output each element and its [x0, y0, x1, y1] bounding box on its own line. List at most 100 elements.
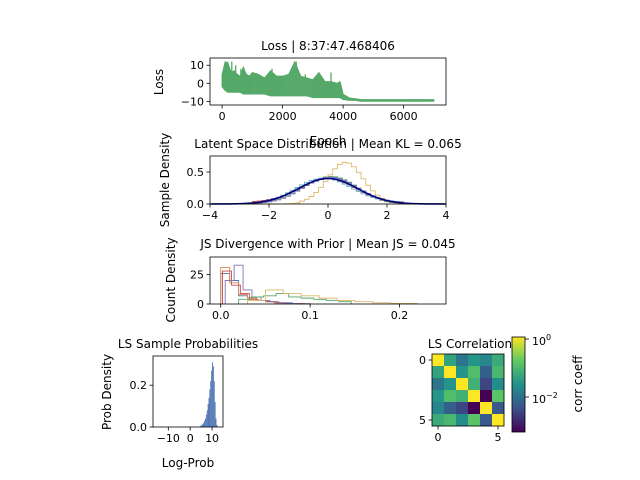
- corr-cell: [480, 354, 493, 367]
- logprob-y-tick-label: 0.0: [130, 421, 148, 434]
- latent-x-tick-label: −4: [202, 209, 218, 222]
- corr-cell: [480, 366, 493, 379]
- corr-axes-frame: [431, 353, 505, 427]
- loss-x-ticks: 0 2000 4000 6000: [219, 105, 418, 123]
- logprob-bar: [202, 423, 204, 427]
- corr-cell: [456, 414, 469, 427]
- logprob-bar: [210, 381, 212, 427]
- colorbar-tick-top-base: 10: [532, 335, 546, 348]
- corr-y-tick-label: 5: [419, 414, 426, 427]
- logprob-bar: [204, 420, 206, 427]
- latent-title: Latent Space Distribution | Mean KL = 0.…: [194, 137, 461, 151]
- logprob-bar: [205, 418, 206, 427]
- corr-cell: [444, 402, 457, 415]
- loss-x-tick-label: 4000: [329, 110, 357, 123]
- js-x-tick-label: 0.1: [301, 309, 319, 322]
- corr-cell: [444, 366, 457, 379]
- logprob-bar: [212, 366, 214, 427]
- corr-cell: [432, 366, 445, 379]
- logprob-bar: [214, 401, 216, 427]
- corr-cell: [432, 354, 445, 367]
- logprob-x-label: Log-Prob: [162, 456, 214, 470]
- js-x-tick-label: 0.0: [212, 309, 230, 322]
- logprob-bar: [205, 414, 207, 427]
- logprob-bar: [209, 389, 211, 427]
- logprob-bar: [212, 362, 213, 427]
- colorbar-tick-top-exponent: 0: [546, 333, 551, 342]
- logprob-axes-frame: [152, 355, 224, 428]
- latent-series-step: [210, 161, 446, 205]
- corr-cell: [456, 366, 469, 379]
- corr-cell: [432, 378, 445, 391]
- corr-marks: [432, 354, 505, 427]
- corr-colorbar: [511, 336, 526, 433]
- corr-cell: [444, 414, 457, 427]
- corr-cell: [492, 378, 505, 391]
- corr-cell: [456, 354, 469, 367]
- js-series-step: [247, 289, 418, 304]
- js-axes-frame: [209, 256, 447, 305]
- corr-cell: [492, 402, 505, 415]
- colorbar-tick-label-top: 100: [532, 333, 551, 348]
- logprob-y-label: Prob Density: [100, 354, 114, 430]
- corr-cell: [444, 354, 457, 367]
- corr-cell: [456, 402, 469, 415]
- loss-x-tick-label: 2000: [269, 110, 297, 123]
- loss-y-label: Loss: [152, 69, 166, 95]
- loss-panel: 0 2000 4000 6000 −10 0 10 Loss | 8:37:47.4684…: [152, 39, 447, 148]
- logprob-bar: [208, 397, 210, 427]
- logprob-x-tick-label: −10: [157, 432, 180, 445]
- logprob-y-ticks: 0.0 0.2: [130, 379, 153, 434]
- colorbar-label: corr coeff: [571, 355, 585, 413]
- corr-cell: [456, 390, 469, 403]
- latent-y-tick-label: 0.0: [187, 198, 205, 211]
- js-panel: 0.0 0.1 0.2 0 25 JS Divergence with Prior |…: [164, 237, 456, 323]
- logprob-bar: [207, 404, 209, 427]
- logprob-bar: [215, 418, 217, 427]
- latent-x-tick-label: 0: [325, 209, 332, 222]
- corr-cell: [468, 378, 481, 391]
- logprob-bar: [211, 370, 213, 427]
- colorbar-tick-label-mid: 10−2: [532, 391, 558, 406]
- logprob-bar: [201, 424, 203, 427]
- logprob-bar: [203, 422, 205, 427]
- corr-cell: [480, 378, 493, 391]
- logprob-x-ticks: −10 0 10: [157, 427, 219, 445]
- latent-y-label: Sample Density: [158, 133, 172, 227]
- corr-cell: [432, 390, 445, 403]
- js-y-tick-label: 0: [197, 298, 204, 311]
- latent-x-tick-label: 2: [384, 209, 391, 222]
- corr-cell: [432, 414, 445, 427]
- logprob-bar: [200, 425, 202, 427]
- logprob-panel: −10 0 10 0.0 0.2 LS Sample Probabilities Lo…: [100, 337, 258, 470]
- loss-x-tick-label: 6000: [390, 110, 418, 123]
- latent-y-tick-label: 0.5: [187, 166, 205, 179]
- js-y-ticks: 0 25: [190, 269, 210, 311]
- corr-cell: [432, 402, 445, 415]
- loss-y-tick-label: −10: [181, 95, 204, 108]
- latent-x-tick-label: 4: [443, 209, 450, 222]
- js-y-tick-label: 25: [190, 269, 204, 282]
- latent-marks: [209, 161, 447, 205]
- corr-cell: [444, 390, 457, 403]
- corr-cell: [480, 390, 493, 403]
- corr-cell: [444, 378, 457, 391]
- corr-y-tick-label: 0: [419, 354, 426, 367]
- logprob-y-tick-label: 0.2: [130, 379, 148, 392]
- latent-series-step: [209, 177, 446, 205]
- loss-y-tick-label: 0: [197, 77, 204, 90]
- corr-cell: [468, 390, 481, 403]
- corr-cell: [456, 378, 469, 391]
- corr-cell: [492, 366, 505, 379]
- logprob-bar: [199, 426, 201, 427]
- corr-x-tick-label: 0: [435, 431, 442, 444]
- loss-x-label: Epoch: [310, 134, 347, 148]
- colorbar-tick-mid-exponent: −2: [546, 391, 558, 400]
- loss-marks: [221, 60, 435, 102]
- corr-cell: [468, 402, 481, 415]
- corr-cell: [480, 414, 493, 427]
- logprob-bar: [206, 410, 208, 427]
- logprob-title: LS Sample Probabilities: [118, 337, 258, 351]
